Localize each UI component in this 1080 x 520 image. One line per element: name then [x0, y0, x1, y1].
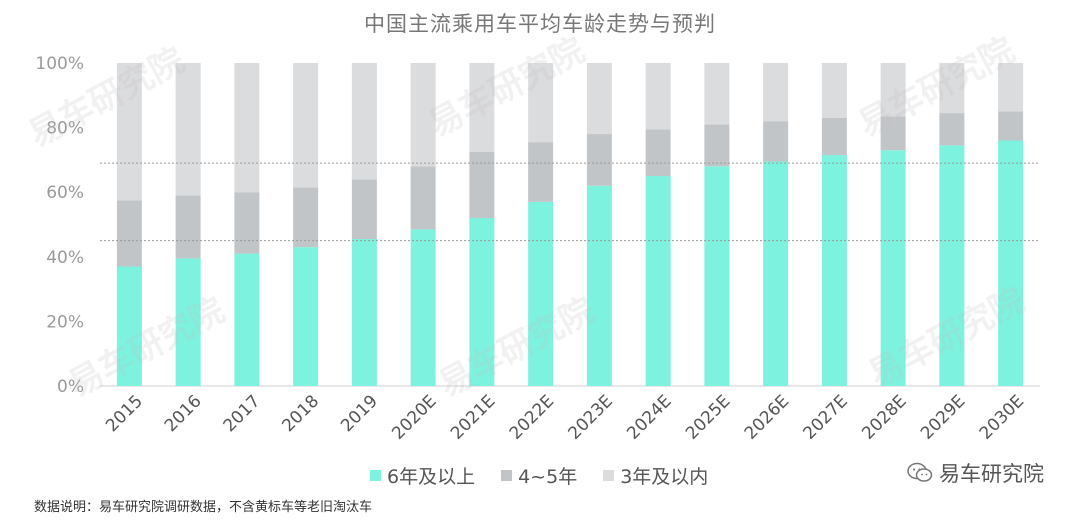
bar-segment-2030E-1 [998, 111, 1024, 141]
legend-swatch-4to5 [501, 470, 513, 481]
y-tick-label: 20% [46, 312, 84, 332]
x-tick-label: 2020E [388, 391, 440, 443]
bar-segment-2019-0 [351, 239, 377, 386]
bar-segment-2030E-0 [998, 140, 1024, 386]
legend-swatch-6plus [370, 470, 381, 481]
bar-segment-2025E-0 [704, 166, 730, 386]
x-tick-label: 2021E [447, 391, 499, 443]
legend-item-6plus: 6年及以上 [370, 462, 475, 489]
y-tick-label: 100% [35, 54, 84, 74]
legend-label-4to5: 4~5年 [518, 466, 578, 488]
bar-segment-2026E-2 [763, 63, 789, 122]
bar-segment-2021E-1 [469, 151, 495, 219]
bar-segment-2022E-1 [528, 142, 554, 202]
bar-segment-2018-0 [293, 247, 319, 386]
x-tick-label: 2016 [161, 391, 206, 436]
x-tick-label: 2019 [337, 391, 382, 436]
y-tick-label: 80% [46, 119, 84, 139]
bar-segment-2020E-2 [410, 63, 436, 167]
bar-segment-2024E-0 [645, 176, 671, 386]
bar-segment-2019-2 [351, 63, 377, 180]
bar-segment-2030E-2 [998, 63, 1024, 112]
brand-name: 易车研究院 [939, 462, 1044, 486]
x-tick-label: 2015 [102, 391, 147, 436]
legend-item-4to5: 4~5年 [501, 462, 577, 489]
bar-segment-2017-2 [234, 63, 260, 193]
bar-segment-2024E-1 [645, 129, 671, 177]
bar-segment-2019-1 [351, 179, 377, 240]
x-tick-label: 2029E [917, 391, 969, 443]
x-tick-label: 2028E [858, 391, 910, 443]
bar-segment-2023E-1 [586, 134, 612, 186]
y-tick-label: 0% [57, 377, 84, 397]
y-tick-label: 40% [46, 248, 84, 268]
bar-segment-2028E-1 [880, 116, 906, 151]
bar-segment-2016-2 [175, 63, 201, 196]
bar-segment-2029E-0 [939, 145, 965, 386]
bar-segment-2016-1 [175, 195, 201, 259]
bar-segment-2028E-2 [880, 63, 906, 117]
bar-segment-2023E-0 [586, 185, 612, 386]
bar-segment-2020E-1 [410, 166, 436, 230]
x-tick-label: 2027E [800, 391, 852, 443]
brand-badge: 易车研究院 [907, 458, 1044, 488]
bar-segment-2026E-0 [763, 161, 789, 386]
bar-segment-2018-1 [293, 187, 319, 248]
bar-segment-2029E-1 [939, 113, 965, 146]
bar-segment-2015-2 [116, 63, 142, 201]
bars [116, 63, 1024, 386]
bar-segment-2021E-0 [469, 218, 495, 386]
bar-segment-2015-1 [116, 200, 142, 267]
bar-segment-2018-2 [293, 63, 319, 188]
y-tick-label: 60% [46, 183, 84, 203]
bar-segment-2022E-0 [528, 201, 554, 386]
bar-segment-2017-0 [234, 253, 260, 386]
x-tick-label: 2023E [565, 391, 617, 443]
bar-segment-2027E-2 [821, 63, 847, 118]
bar-segment-2017-1 [234, 192, 260, 254]
bar-segment-2015-0 [116, 266, 142, 386]
x-axis-ticks: 2015 2016 2017 2018 2019 2020E 2021E 2022E 2023E… [102, 391, 1028, 443]
legend-item-3under: 3年及以内 [603, 462, 708, 489]
x-tick-label: 2025E [682, 391, 734, 443]
bar-segment-2016-0 [175, 258, 201, 386]
legend-swatch-3under [603, 470, 615, 481]
legend-label-6plus: 6年及以上 [387, 466, 476, 488]
bar-segment-2024E-2 [645, 63, 671, 130]
bar-segment-2027E-0 [821, 155, 847, 386]
x-tick-label: 2017 [220, 391, 265, 436]
legend: 6年及以上 4~5年 3年及以内 [370, 462, 708, 489]
source-note: 数据说明：易车研究院调研数据，不含黄标车等老旧淘汰车 [34, 500, 373, 515]
bar-segment-2022E-2 [528, 63, 554, 143]
wechat-icon [907, 462, 933, 482]
x-tick-label: 2030E [976, 391, 1028, 443]
bar-segment-2028E-0 [880, 150, 906, 386]
bar-segment-2020E-0 [410, 229, 436, 386]
bar-segment-2029E-2 [939, 63, 965, 114]
x-tick-label: 2026E [741, 391, 793, 443]
chart-title: 中国主流乘用车平均车龄走势与预判 [364, 12, 716, 36]
bar-segment-2026E-1 [763, 121, 789, 162]
x-tick-label: 2022E [506, 391, 558, 443]
x-tick-label: 2018 [278, 391, 323, 436]
x-tick-label: 2024E [623, 391, 675, 443]
bar-segment-2023E-2 [586, 63, 612, 135]
bar-segment-2025E-1 [704, 124, 730, 167]
legend-label-3under: 3年及以内 [620, 466, 709, 488]
bar-segment-2025E-2 [704, 63, 730, 125]
stacked-bar-chart: 0%20%40%60%80%100% 2015 2016 2017 2018 2019 2… [35, 54, 1040, 444]
reference-lines [100, 162, 1040, 242]
bar-segment-2027E-1 [821, 117, 847, 156]
bar-segment-2021E-2 [469, 63, 495, 152]
